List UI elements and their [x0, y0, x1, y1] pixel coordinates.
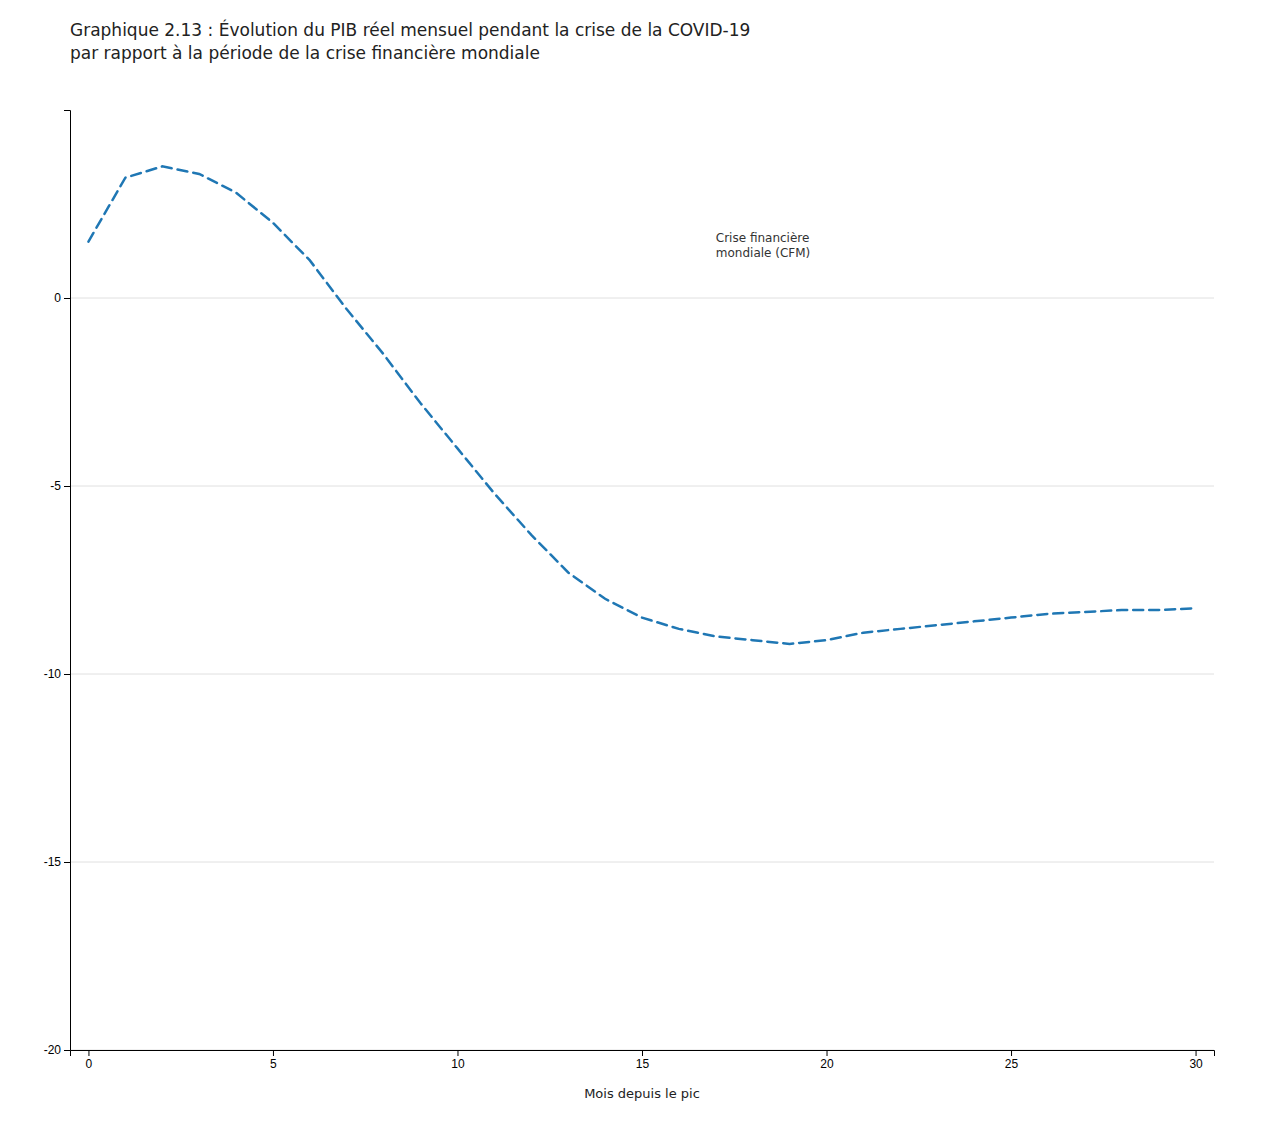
- y-tick: -5: [50, 479, 70, 493]
- grid-line: [70, 486, 1214, 487]
- y-tick-mark: [64, 486, 70, 487]
- y-tick: 0: [54, 291, 70, 305]
- y-tick-label: -15: [44, 855, 62, 869]
- y-tick-mark: [64, 298, 70, 299]
- x-tick-label: 15: [636, 1057, 650, 1071]
- x-tick-mark: [88, 1050, 89, 1056]
- y-tick: -15: [44, 855, 70, 869]
- x-tick: 30: [1189, 1050, 1203, 1071]
- plot-area: 0 5 10 15 20 25 30 0 -5 -10 -15 -20 Crise financière…: [44, 111, 1215, 1071]
- x-tick: 20: [820, 1050, 834, 1071]
- x-tick: 0: [86, 1050, 93, 1071]
- line: [88, 166, 1195, 644]
- x-axis-title: Mois depuis le pic: [584, 1086, 700, 1101]
- grid: [70, 298, 1214, 1050]
- chart: Graphique 2.13 : Évolution du PIB réel m…: [0, 0, 1274, 1140]
- x-tick-mark: [827, 1050, 828, 1056]
- x-tick-mark: [1196, 1050, 1197, 1056]
- y-tick-label: -5: [50, 479, 61, 493]
- x-tick-label: 20: [820, 1057, 834, 1071]
- y-tick: -10: [44, 667, 70, 681]
- grid-line: [70, 674, 1214, 675]
- x-tick-label: 10: [451, 1057, 465, 1071]
- marks: [88, 166, 1195, 644]
- y-tick-mark: [64, 674, 70, 675]
- y-tick-label: -10: [44, 667, 62, 681]
- x-tick-mark: [1011, 1050, 1012, 1056]
- x-axis: 0 5 10 15 20 25 30: [71, 1050, 1215, 1071]
- x-tick: 10: [451, 1050, 465, 1071]
- y-axis: 0 -5 -10 -15 -20: [44, 111, 71, 1058]
- grid-line: [70, 298, 1214, 299]
- y-tick-label: 0: [54, 291, 61, 305]
- x-tick-label: 25: [1005, 1057, 1019, 1071]
- x-tick: 25: [1005, 1050, 1019, 1071]
- x-tick-label: 0: [86, 1057, 93, 1071]
- y-tick-label: -20: [44, 1043, 62, 1057]
- x-axis-line: [71, 1051, 1215, 1057]
- x-tick: 5: [270, 1050, 277, 1071]
- y-tick-mark: [64, 1050, 70, 1051]
- y-tick: -20: [44, 1043, 70, 1057]
- x-tick-label: 30: [1189, 1057, 1203, 1071]
- x-tick-mark: [457, 1050, 458, 1056]
- x-tick-mark: [273, 1050, 274, 1056]
- y-axis-line: [64, 111, 71, 1051]
- y-tick-mark: [64, 862, 70, 863]
- x-tick-label: 5: [270, 1057, 277, 1071]
- x-tick-mark: [642, 1050, 643, 1056]
- grid-line: [70, 862, 1214, 863]
- title: Graphique 2.13 : Évolution du PIB réel m…: [70, 19, 750, 63]
- annotation: Crise financièremondiale (CFM): [716, 231, 810, 260]
- x-tick: 15: [636, 1050, 650, 1071]
